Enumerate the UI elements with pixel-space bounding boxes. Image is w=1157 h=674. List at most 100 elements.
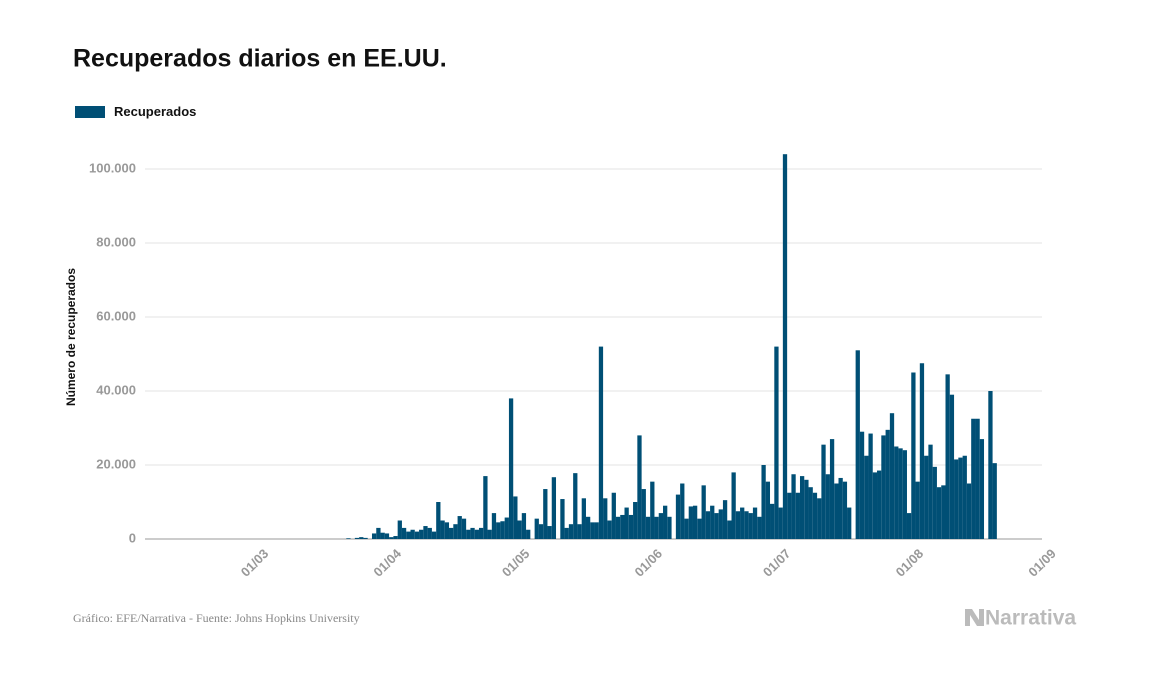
bar bbox=[449, 527, 454, 539]
bar bbox=[594, 522, 599, 539]
bar bbox=[791, 474, 796, 539]
bar bbox=[645, 516, 651, 539]
bar bbox=[461, 518, 467, 539]
bar bbox=[808, 487, 813, 539]
y-tick-label: 80.000 bbox=[96, 234, 136, 249]
bar bbox=[474, 529, 479, 539]
bar bbox=[504, 517, 509, 539]
bar bbox=[611, 492, 616, 539]
bar bbox=[423, 526, 428, 539]
bar bbox=[496, 522, 501, 539]
bar bbox=[564, 527, 569, 539]
bar bbox=[889, 413, 895, 539]
x-tick-label: 01/09 bbox=[1025, 546, 1059, 580]
bar bbox=[936, 487, 942, 539]
bar bbox=[868, 433, 873, 539]
bar bbox=[705, 511, 711, 539]
bar bbox=[829, 439, 835, 539]
bar bbox=[568, 524, 574, 539]
bar bbox=[534, 518, 539, 539]
bar bbox=[842, 481, 848, 539]
bar bbox=[371, 533, 377, 539]
x-tick-label: 01/03 bbox=[238, 546, 272, 580]
bar bbox=[782, 154, 788, 539]
bar bbox=[838, 477, 843, 539]
bar bbox=[744, 511, 749, 539]
source: Gráfico: EFE/Narrativa - Fuente: Johns H… bbox=[73, 611, 360, 625]
bar bbox=[919, 363, 925, 539]
x-tick-label: 01/05 bbox=[499, 546, 533, 580]
bar bbox=[633, 502, 638, 539]
bar bbox=[573, 473, 578, 539]
bar bbox=[954, 459, 959, 539]
bar bbox=[778, 507, 783, 539]
bar bbox=[346, 538, 351, 539]
bar bbox=[710, 505, 715, 539]
logo-mark bbox=[965, 609, 984, 626]
bar bbox=[774, 346, 779, 539]
x-tick-label: 01/08 bbox=[893, 546, 927, 580]
bar bbox=[440, 520, 445, 539]
bar bbox=[470, 527, 475, 539]
bar bbox=[521, 513, 527, 539]
bar bbox=[598, 346, 604, 539]
bar bbox=[376, 527, 381, 539]
bar bbox=[697, 518, 702, 539]
bar bbox=[752, 507, 758, 539]
bar bbox=[928, 444, 933, 539]
bar bbox=[765, 481, 771, 539]
bar bbox=[864, 455, 869, 539]
bar bbox=[406, 531, 411, 539]
bar bbox=[924, 455, 929, 539]
x-tick-label: 01/06 bbox=[632, 546, 666, 580]
bar bbox=[431, 531, 437, 539]
bar bbox=[675, 494, 681, 539]
bar bbox=[748, 513, 753, 539]
bar bbox=[718, 509, 723, 539]
bar bbox=[988, 391, 993, 539]
bar bbox=[615, 516, 621, 539]
bar bbox=[992, 463, 997, 539]
bar bbox=[380, 532, 385, 539]
bar bbox=[637, 435, 642, 539]
bar bbox=[958, 457, 963, 539]
bar bbox=[590, 522, 595, 539]
bar bbox=[654, 516, 659, 539]
bar bbox=[457, 516, 462, 539]
bar bbox=[735, 511, 741, 539]
bar bbox=[389, 537, 394, 539]
bar bbox=[911, 372, 916, 539]
bar bbox=[979, 439, 985, 539]
bar bbox=[684, 518, 689, 539]
bar bbox=[817, 498, 822, 539]
bar bbox=[547, 526, 552, 539]
bar bbox=[483, 476, 488, 539]
bar bbox=[581, 498, 586, 539]
bar bbox=[971, 418, 976, 539]
bar bbox=[397, 520, 402, 539]
bar bbox=[577, 524, 582, 539]
bar bbox=[932, 466, 937, 539]
bar bbox=[487, 529, 492, 539]
bar bbox=[915, 481, 920, 539]
bar bbox=[526, 529, 531, 539]
bar bbox=[877, 470, 882, 539]
bar bbox=[872, 472, 878, 539]
bar bbox=[949, 394, 955, 539]
bar bbox=[444, 522, 450, 539]
bar bbox=[680, 483, 685, 539]
bar bbox=[881, 435, 886, 539]
bar bbox=[436, 502, 441, 539]
bar bbox=[478, 527, 484, 539]
bar bbox=[513, 496, 518, 539]
bar bbox=[517, 520, 522, 539]
y-tick-label: 0 bbox=[129, 530, 136, 545]
bar bbox=[650, 481, 655, 539]
bar bbox=[945, 374, 950, 539]
bar bbox=[414, 531, 420, 539]
bar bbox=[795, 492, 800, 539]
x-tick-label: 01/04 bbox=[370, 545, 404, 579]
bar bbox=[453, 524, 458, 539]
bar bbox=[825, 474, 830, 539]
bar bbox=[359, 537, 364, 539]
